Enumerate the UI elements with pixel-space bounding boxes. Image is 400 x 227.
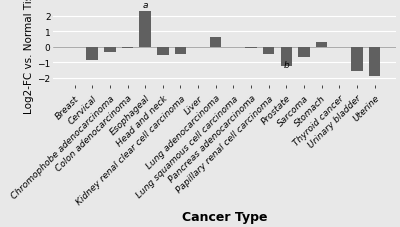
Bar: [175, 47, 186, 54]
Bar: [263, 47, 274, 55]
Y-axis label: Log2-FC vs. Normal Tissue: Log2-FC vs. Normal Tissue: [24, 0, 34, 114]
Text: b: b: [284, 61, 289, 69]
Bar: [69, 47, 80, 48]
Bar: [140, 12, 151, 47]
Bar: [192, 47, 204, 48]
Bar: [280, 47, 292, 67]
Bar: [122, 47, 133, 49]
Bar: [86, 47, 98, 61]
Bar: [228, 47, 239, 48]
Bar: [351, 47, 363, 71]
Bar: [369, 47, 380, 77]
Bar: [104, 47, 116, 53]
Bar: [245, 47, 257, 49]
X-axis label: Cancer Type: Cancer Type: [182, 210, 267, 223]
Text: a: a: [142, 1, 148, 10]
Bar: [316, 42, 327, 47]
Bar: [298, 47, 310, 58]
Bar: [157, 47, 168, 56]
Bar: [334, 47, 345, 48]
Bar: [210, 37, 222, 47]
